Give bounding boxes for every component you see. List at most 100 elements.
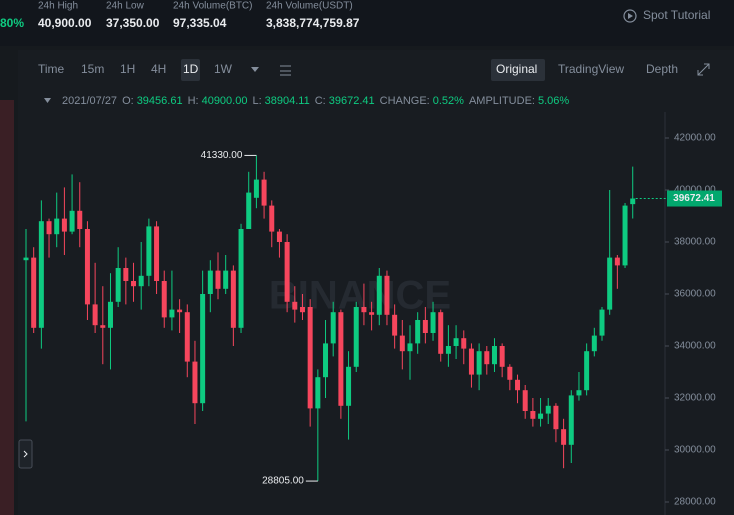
candle-body xyxy=(476,351,482,375)
tutorial[interactable]: Spot Tutorial xyxy=(643,8,710,22)
candle-body xyxy=(468,348,474,375)
candle-body xyxy=(330,312,336,344)
candle-body xyxy=(192,361,198,404)
candle-body xyxy=(131,281,137,287)
candle-body xyxy=(246,192,252,229)
candle-body xyxy=(77,210,83,229)
field-label: AMPLITUDE: xyxy=(469,95,535,107)
candle-body xyxy=(84,229,90,305)
view-tab[interactable]: Depth xyxy=(646,62,678,76)
candle-body xyxy=(515,379,521,391)
field-value: 38904.11 xyxy=(265,95,310,107)
candle-body xyxy=(384,275,390,315)
candle-body xyxy=(69,210,75,232)
candle-body xyxy=(184,312,190,362)
field-value: 5.06% xyxy=(538,95,569,107)
field-label: CHANGE: xyxy=(380,95,430,107)
stat-value: 3,838,774,759.87 xyxy=(266,16,360,30)
header-bar xyxy=(0,0,734,46)
candle-body xyxy=(538,413,544,419)
candle-body xyxy=(154,226,160,281)
candle-body xyxy=(284,242,290,302)
candle-body xyxy=(31,257,37,328)
candle-body xyxy=(561,429,567,445)
stat-value: 37,350.00 xyxy=(106,16,160,30)
scroll-arrow xyxy=(23,450,28,458)
candle-body xyxy=(238,229,244,328)
candle-body xyxy=(568,395,574,445)
candle-body xyxy=(223,270,229,289)
candle-body xyxy=(630,198,636,205)
candle-body xyxy=(445,346,451,354)
candle-body xyxy=(599,309,605,336)
candle-body xyxy=(276,231,282,242)
field-value: 40900.00 xyxy=(202,95,248,107)
stat-label: 24h High xyxy=(38,1,78,12)
view-tab[interactable]: TradingView xyxy=(558,62,624,76)
interval[interactable]: Time xyxy=(38,62,65,76)
candle-body xyxy=(553,405,559,430)
field-label: C: xyxy=(315,95,326,107)
annotation-label: 28805.00 xyxy=(262,476,304,487)
stat-value: 97,335.04 xyxy=(173,16,227,30)
field-value: 39456.61 xyxy=(137,95,183,107)
expand-icon xyxy=(697,63,710,76)
candle-body xyxy=(346,366,352,406)
interval[interactable]: 1D xyxy=(183,62,199,76)
candle-body xyxy=(491,346,497,365)
candle-body xyxy=(499,346,505,367)
candle-body xyxy=(591,335,597,352)
play-icon xyxy=(623,9,637,23)
collapse-icon xyxy=(44,98,51,103)
candle-body xyxy=(215,270,221,289)
candle-body xyxy=(261,179,267,206)
scroll-button[interactable] xyxy=(18,439,33,469)
candle-body xyxy=(200,294,206,404)
interval[interactable]: 1W xyxy=(214,62,233,76)
candle-body xyxy=(299,307,305,313)
settings-icon xyxy=(280,65,291,76)
candle-body xyxy=(138,275,144,287)
y-tick-label: 38000.00 xyxy=(674,237,716,248)
annotation-label: 41330.00 xyxy=(201,150,243,161)
field-label: H: xyxy=(188,95,199,107)
candle-body xyxy=(415,320,421,344)
field-value: 0.52% xyxy=(433,95,464,107)
field-label: L: xyxy=(252,95,261,107)
stat-label: 24h Low xyxy=(106,1,145,12)
candle-body xyxy=(292,301,298,310)
candle-body xyxy=(576,390,582,396)
last-price-label: 39672.41 xyxy=(673,193,715,204)
interval[interactable]: 15m xyxy=(81,62,104,76)
candle-body xyxy=(146,226,152,276)
candle-body xyxy=(230,270,236,328)
y-tick-label: 32000.00 xyxy=(674,393,716,404)
candle-body xyxy=(453,338,459,346)
candle-body xyxy=(307,307,313,409)
candle-body xyxy=(438,312,444,354)
candle-body xyxy=(269,205,275,232)
stat-label: 24h Volume(USDT) xyxy=(266,1,353,12)
candle-body xyxy=(361,307,367,313)
field-value: 39672.41 xyxy=(329,95,375,107)
y-tick-label: 30000.00 xyxy=(674,445,716,456)
field-label: O: xyxy=(122,95,134,107)
candle-body xyxy=(399,335,405,352)
view-tab[interactable]: Original xyxy=(496,62,537,76)
candle-body xyxy=(169,309,175,318)
active-interval xyxy=(181,59,200,81)
candle-body xyxy=(323,343,329,378)
candle-body xyxy=(61,218,67,232)
interval[interactable]: 4H xyxy=(151,62,166,76)
candle-body xyxy=(207,270,213,294)
date: 2021/07/27 xyxy=(62,95,117,107)
candle-body xyxy=(584,351,590,391)
candle-body xyxy=(54,218,60,235)
candle-body xyxy=(507,366,513,380)
change: 80% xyxy=(0,16,24,30)
play-icon-triangle xyxy=(628,13,633,19)
candle-body xyxy=(315,377,321,409)
candle-body xyxy=(92,304,98,326)
interval[interactable]: 1H xyxy=(120,62,135,76)
candle-body xyxy=(545,405,551,414)
